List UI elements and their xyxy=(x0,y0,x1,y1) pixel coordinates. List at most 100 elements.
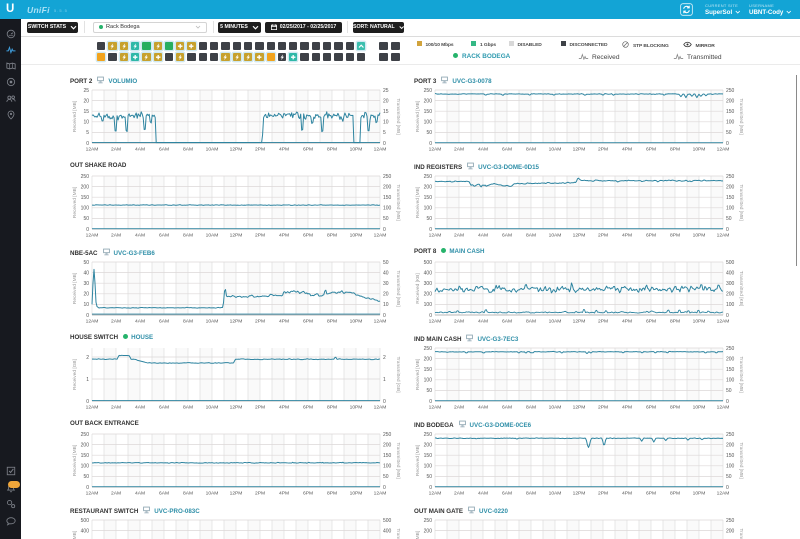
svg-text:8AM: 8AM xyxy=(526,405,536,411)
svg-text:8AM: 8AM xyxy=(183,405,193,411)
svg-text:10PM: 10PM xyxy=(350,319,363,325)
svg-text:10AM: 10AM xyxy=(549,233,562,239)
svg-text:50: 50 xyxy=(383,216,389,222)
svg-text:1: 1 xyxy=(86,377,89,383)
svg-text:6PM: 6PM xyxy=(303,405,313,411)
svg-text:Received [MB]: Received [MB] xyxy=(72,273,78,304)
svg-text:12AM: 12AM xyxy=(86,233,99,239)
svg-text:4PM: 4PM xyxy=(622,147,632,153)
svg-text:100: 100 xyxy=(726,378,735,384)
svg-text:50: 50 xyxy=(726,474,732,480)
svg-text:12PM: 12PM xyxy=(573,233,586,239)
svg-text:20: 20 xyxy=(383,98,389,104)
svg-text:10AM: 10AM xyxy=(206,147,219,153)
svg-text:50: 50 xyxy=(726,130,732,136)
svg-text:6AM: 6AM xyxy=(502,319,512,325)
svg-text:8AM: 8AM xyxy=(183,147,193,153)
svg-text:4AM: 4AM xyxy=(478,233,488,239)
svg-text:0: 0 xyxy=(429,399,432,405)
svg-text:250: 250 xyxy=(81,174,90,180)
svg-text:0: 0 xyxy=(383,313,386,319)
svg-text:50: 50 xyxy=(83,216,89,222)
svg-text:200: 200 xyxy=(726,184,735,190)
svg-text:Transmitted [MB]: Transmitted [MB] xyxy=(395,442,401,478)
svg-text:200: 200 xyxy=(424,356,433,362)
svg-text:50: 50 xyxy=(83,474,89,480)
svg-text:100: 100 xyxy=(383,464,392,470)
svg-text:50: 50 xyxy=(383,260,389,266)
svg-text:Received [MB]: Received [MB] xyxy=(415,187,421,218)
svg-text:150: 150 xyxy=(424,453,433,459)
svg-text:Transmitted [MB]: Transmitted [MB] xyxy=(738,442,744,478)
svg-text:6AM: 6AM xyxy=(159,233,169,239)
svg-text:2PM: 2PM xyxy=(598,405,608,411)
svg-text:12AM: 12AM xyxy=(374,147,387,153)
svg-text:12AM: 12AM xyxy=(374,405,387,411)
svg-text:Transmitted [MB]: Transmitted [MB] xyxy=(738,184,744,220)
svg-text:0: 0 xyxy=(429,227,432,233)
svg-text:8AM: 8AM xyxy=(183,491,193,497)
svg-text:Received [MB]: Received [MB] xyxy=(415,359,421,390)
svg-text:6AM: 6AM xyxy=(502,147,512,153)
svg-text:12AM: 12AM xyxy=(717,233,730,239)
svg-text:10PM: 10PM xyxy=(350,491,363,497)
svg-text:12PM: 12PM xyxy=(230,233,243,239)
svg-text:6PM: 6PM xyxy=(646,233,656,239)
svg-text:8PM: 8PM xyxy=(670,491,680,497)
svg-text:6PM: 6PM xyxy=(303,233,313,239)
svg-text:150: 150 xyxy=(726,453,735,459)
svg-text:2PM: 2PM xyxy=(255,405,265,411)
svg-text:8PM: 8PM xyxy=(327,319,337,325)
svg-text:2AM: 2AM xyxy=(454,491,464,497)
svg-text:0: 0 xyxy=(86,227,89,233)
svg-text:Received [MB]: Received [MB] xyxy=(415,531,421,539)
svg-text:5: 5 xyxy=(86,130,89,136)
svg-text:200: 200 xyxy=(424,292,433,298)
svg-text:8AM: 8AM xyxy=(526,491,536,497)
svg-text:10PM: 10PM xyxy=(350,233,363,239)
svg-text:100: 100 xyxy=(81,206,90,212)
svg-text:8AM: 8AM xyxy=(183,319,193,325)
svg-text:0: 0 xyxy=(86,485,89,491)
svg-text:Received [KB]: Received [KB] xyxy=(415,273,421,303)
svg-text:10PM: 10PM xyxy=(693,319,706,325)
svg-text:12AM: 12AM xyxy=(429,491,442,497)
svg-text:2PM: 2PM xyxy=(598,147,608,153)
svg-text:500: 500 xyxy=(383,518,392,524)
svg-text:10: 10 xyxy=(83,302,89,308)
svg-text:250: 250 xyxy=(424,346,433,352)
svg-text:2PM: 2PM xyxy=(255,147,265,153)
svg-text:6PM: 6PM xyxy=(303,147,313,153)
svg-text:8PM: 8PM xyxy=(327,147,337,153)
svg-text:30: 30 xyxy=(83,281,89,287)
svg-text:500: 500 xyxy=(81,518,90,524)
svg-text:8AM: 8AM xyxy=(526,319,536,325)
svg-text:Transmitted [GB]: Transmitted [GB] xyxy=(395,356,401,392)
svg-text:0: 0 xyxy=(86,399,89,405)
svg-text:12AM: 12AM xyxy=(374,491,387,497)
svg-text:Received [GB]: Received [GB] xyxy=(72,359,78,390)
svg-text:Transmitted [MB]: Transmitted [MB] xyxy=(395,184,401,220)
svg-text:25: 25 xyxy=(83,88,89,94)
svg-text:10AM: 10AM xyxy=(206,233,219,239)
svg-text:4AM: 4AM xyxy=(135,233,145,239)
svg-text:12AM: 12AM xyxy=(86,147,99,153)
svg-text:250: 250 xyxy=(383,432,392,438)
svg-text:0: 0 xyxy=(86,141,89,147)
svg-text:50: 50 xyxy=(426,474,432,480)
svg-text:150: 150 xyxy=(424,367,433,373)
svg-text:4AM: 4AM xyxy=(135,491,145,497)
svg-text:12AM: 12AM xyxy=(717,405,730,411)
svg-text:10AM: 10AM xyxy=(206,405,219,411)
svg-text:250: 250 xyxy=(726,174,735,180)
svg-text:250: 250 xyxy=(424,88,433,94)
svg-text:12AM: 12AM xyxy=(374,319,387,325)
svg-text:150: 150 xyxy=(726,195,735,201)
svg-text:10: 10 xyxy=(383,302,389,308)
svg-text:6AM: 6AM xyxy=(159,147,169,153)
svg-text:2AM: 2AM xyxy=(111,491,121,497)
svg-text:200: 200 xyxy=(383,184,392,190)
svg-text:8PM: 8PM xyxy=(670,405,680,411)
svg-text:100: 100 xyxy=(383,206,392,212)
svg-text:2PM: 2PM xyxy=(255,233,265,239)
